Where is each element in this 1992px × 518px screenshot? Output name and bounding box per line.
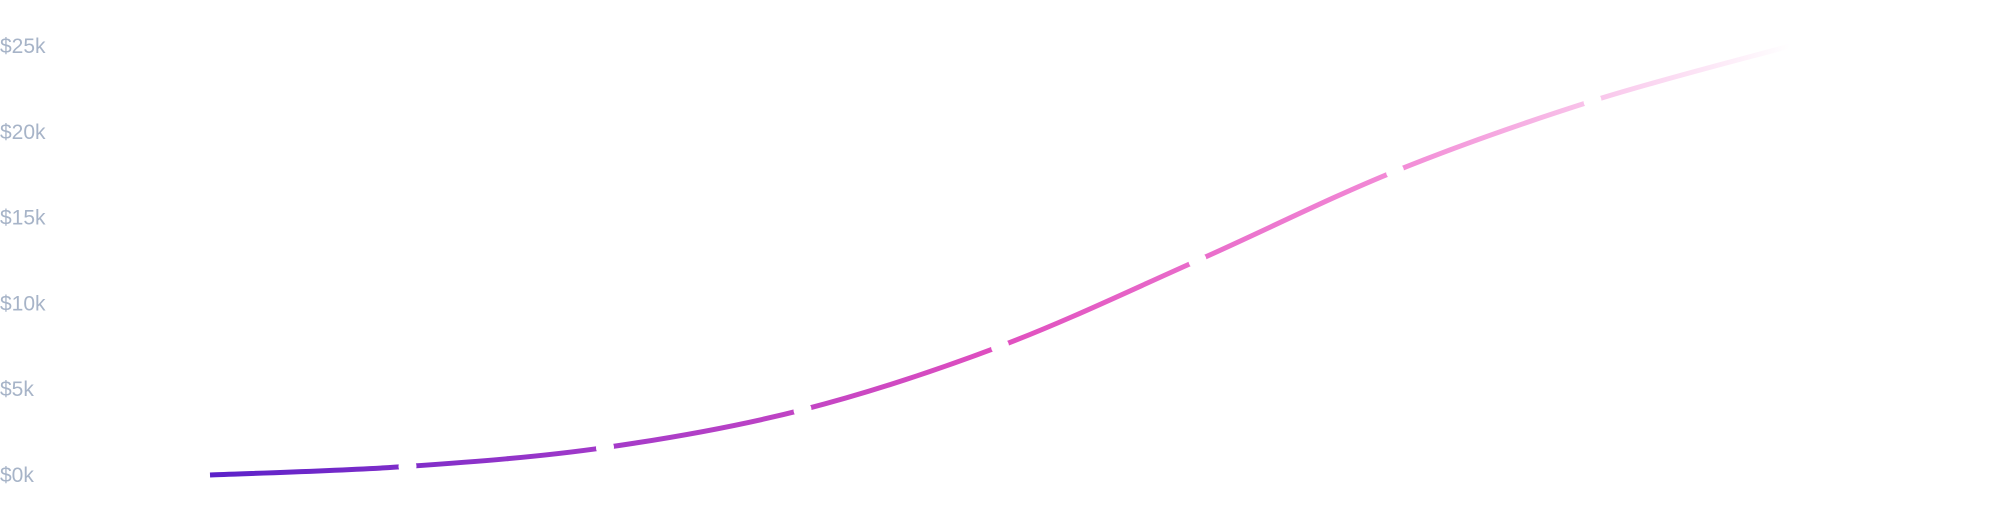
y-tick-label: $15k	[0, 207, 46, 230]
y-tick-label: $10k	[0, 292, 46, 315]
y-tick-label: $25k	[0, 35, 46, 58]
series-line	[209, 43, 1791, 478]
data-point[interactable]	[1386, 162, 1404, 181]
y-tick-label: $20k	[0, 121, 46, 144]
y-tick-label: $5k	[0, 378, 34, 401]
series-layer	[209, 43, 1791, 478]
data-point[interactable]	[793, 400, 812, 419]
data-point[interactable]	[1188, 251, 1207, 270]
data-point[interactable]	[398, 457, 417, 476]
data-point[interactable]	[596, 438, 614, 457]
data-point[interactable]	[1583, 91, 1602, 110]
y-tick-label: $0k	[0, 464, 34, 487]
data-point[interactable]	[991, 337, 1009, 356]
y-axis: $0k $5k $10k $15k $20k $25k	[0, 35, 46, 487]
